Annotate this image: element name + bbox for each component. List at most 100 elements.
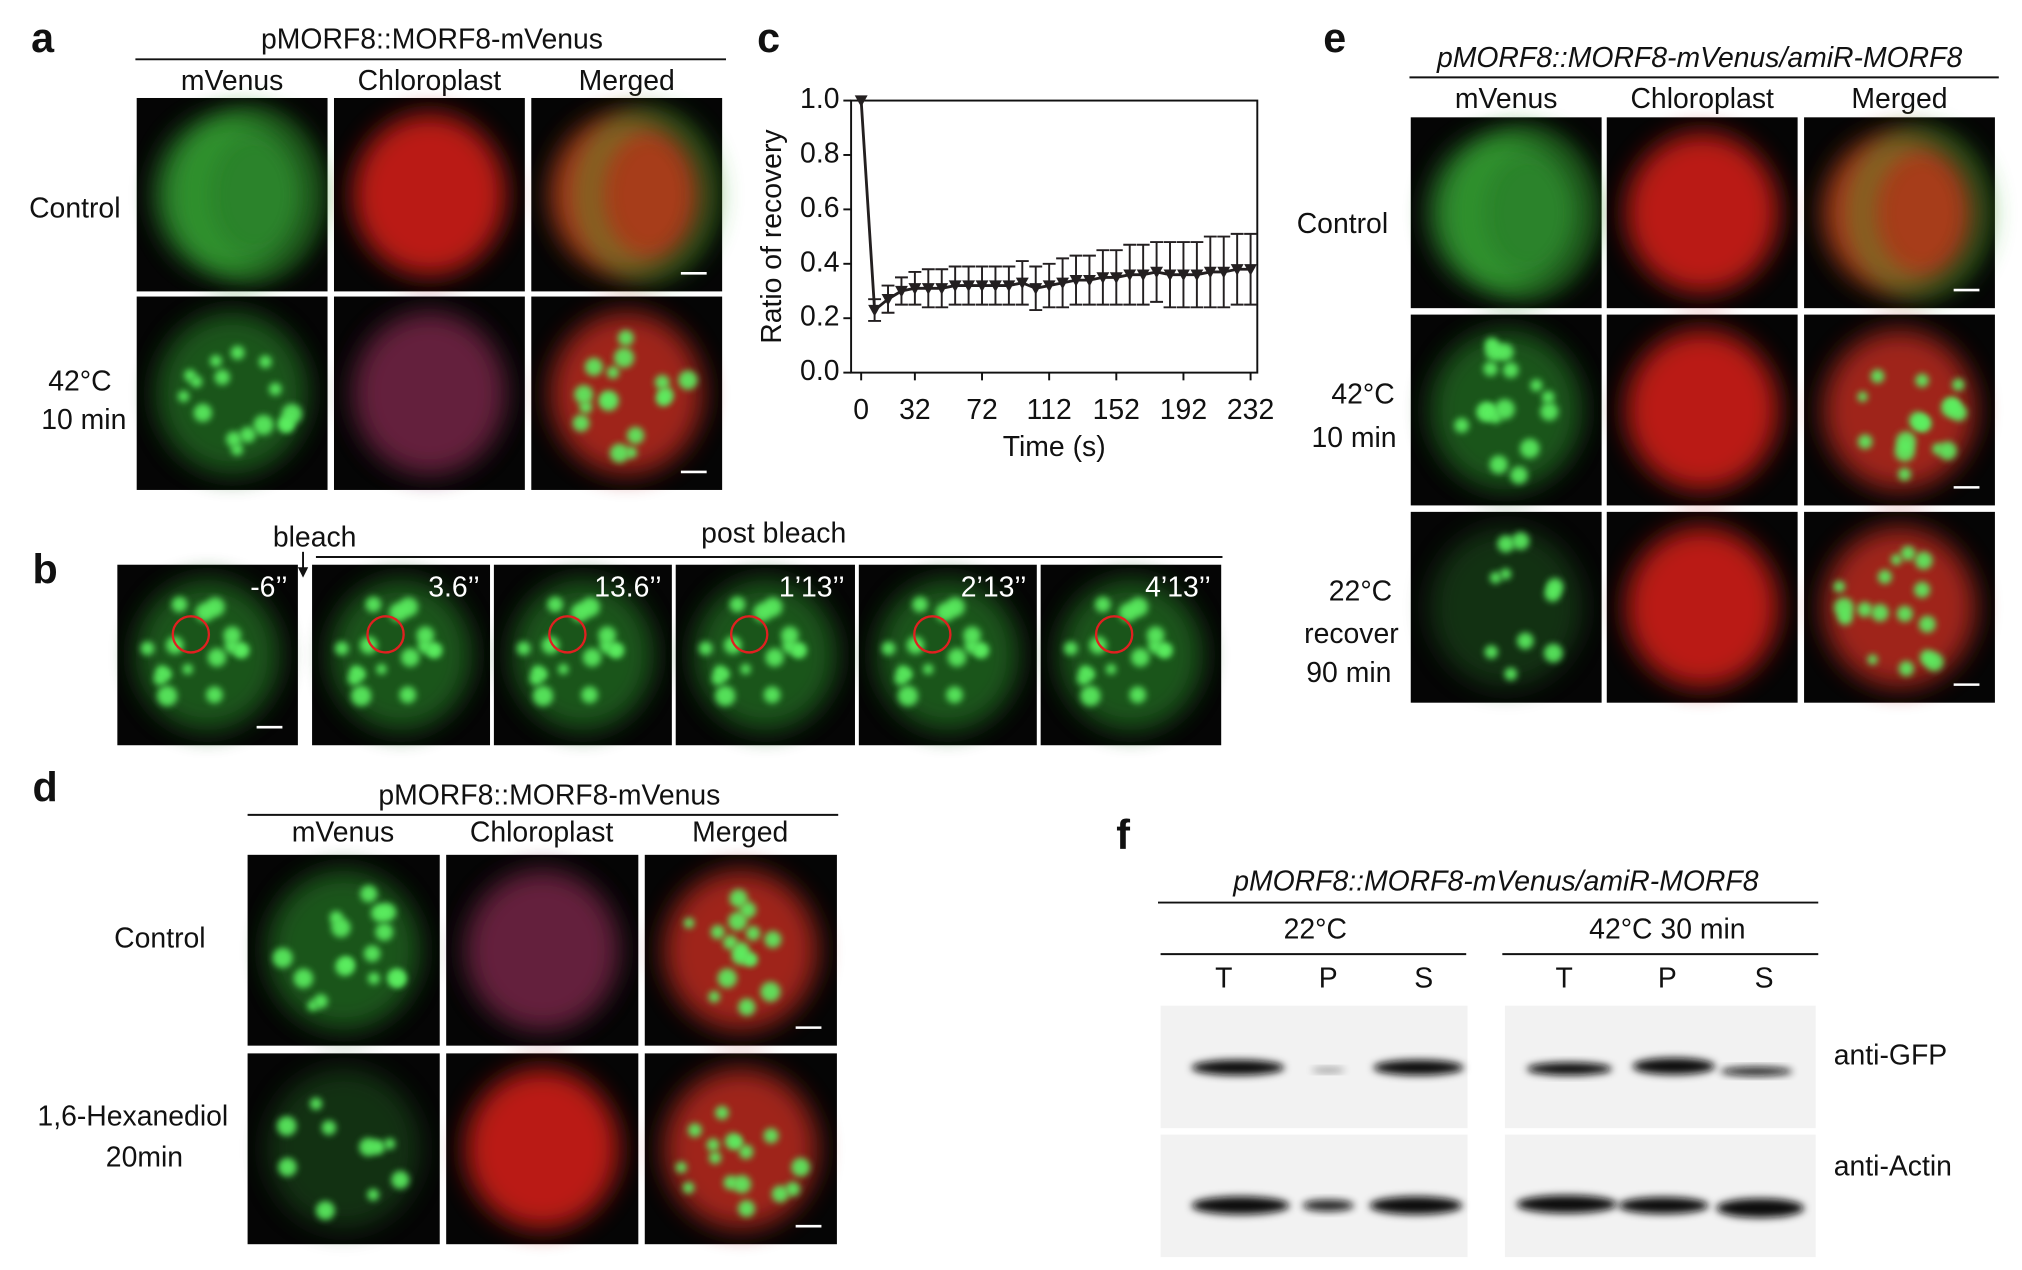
band: [1311, 1067, 1345, 1073]
granule: [1857, 434, 1873, 450]
granule: [363, 945, 381, 962]
band: [1618, 1197, 1709, 1214]
marker: [1136, 269, 1150, 282]
granule: [1890, 554, 1902, 566]
marker: [935, 283, 949, 295]
granule: [390, 971, 406, 987]
granule: [1915, 373, 1929, 388]
granule: [1867, 654, 1878, 665]
x-tick-label: 112: [1027, 394, 1072, 426]
micrograph: [1804, 314, 1995, 506]
micrograph: [446, 1053, 639, 1245]
band: [1716, 1198, 1805, 1218]
micrograph: [531, 296, 723, 490]
antibody-label: anti-Actin: [1834, 1151, 1952, 1183]
granule: [1454, 418, 1470, 433]
panel-title: pMORF8::MORF8-mVenus/amiR-MORF8: [1436, 42, 1962, 74]
granule: [1511, 532, 1530, 550]
granule: [1540, 402, 1559, 421]
bleach-roi: [366, 615, 405, 654]
granule: [717, 968, 738, 988]
granule: [946, 686, 963, 704]
granule: [1497, 535, 1515, 553]
time-label: 3.6’’: [428, 572, 480, 604]
granule: [1484, 645, 1499, 659]
granule: [698, 641, 713, 656]
row-label: Control: [1297, 208, 1388, 240]
granule: [1871, 604, 1889, 622]
cell: [155, 113, 309, 276]
granule: [678, 370, 698, 390]
marker: [948, 280, 962, 293]
micrograph: [1804, 117, 1995, 309]
marker: [1109, 272, 1123, 284]
granule: [1543, 643, 1563, 663]
marker: [1042, 280, 1056, 293]
granule: [708, 1151, 722, 1164]
granule: [570, 603, 590, 622]
granule: [1510, 466, 1528, 485]
x-axis-label: Time (s): [1003, 431, 1106, 463]
marker: [1190, 269, 1204, 282]
bleach-label: bleach: [273, 521, 357, 553]
granule: [195, 603, 215, 622]
cell: [1429, 132, 1583, 293]
granule: [1541, 390, 1555, 404]
column-header: Merged: [1851, 83, 1947, 115]
row-label: 1,6-Hexanediol: [37, 1100, 228, 1132]
panel-letter: e: [1323, 15, 1346, 61]
marker: [1096, 272, 1110, 284]
granule: [268, 382, 282, 396]
granule: [613, 347, 635, 368]
granule: [1063, 641, 1078, 656]
granule: [258, 355, 272, 369]
granule: [675, 1161, 687, 1174]
granule: [329, 910, 343, 925]
granule: [1495, 343, 1514, 362]
granule: [708, 990, 721, 1003]
marker: [1203, 266, 1217, 279]
granule: [687, 1123, 702, 1138]
granule: [723, 636, 742, 655]
panel-letter: f: [1116, 812, 1130, 858]
panel-letter: d: [33, 764, 58, 810]
granule: [230, 345, 245, 360]
granule: [315, 1200, 335, 1220]
micrograph: [493, 564, 672, 746]
panel-letter: c: [757, 15, 780, 61]
granule: [581, 686, 598, 704]
panel-title: pMORF8::MORF8-mVenus/amiR-MORF8: [1232, 866, 1758, 898]
column-header: mVenus: [292, 817, 394, 849]
bleach-roi: [730, 615, 769, 654]
granule: [365, 596, 382, 613]
granule: [206, 686, 223, 704]
rim: [1854, 130, 1990, 296]
band: [1191, 1196, 1290, 1215]
granule: [558, 663, 569, 675]
granule: [1870, 369, 1885, 384]
granule: [1489, 571, 1502, 584]
granule: [617, 329, 634, 347]
y-tick-label: 0.6: [800, 192, 839, 224]
band: [1369, 1196, 1463, 1215]
micrograph: [1606, 511, 1798, 703]
lane-label: P: [1319, 962, 1338, 994]
marker: [1015, 277, 1029, 290]
granule: [906, 636, 925, 655]
granule: [738, 998, 756, 1016]
granule: [1897, 467, 1912, 481]
granule: [1918, 615, 1936, 633]
post-bleach-label: post bleach: [701, 518, 846, 550]
granule: [280, 418, 294, 432]
granule: [278, 1157, 297, 1177]
granule: [193, 403, 212, 423]
band: [1720, 1066, 1793, 1076]
granule: [1516, 632, 1534, 650]
granule: [293, 968, 314, 989]
rim: [582, 111, 718, 279]
micrograph: [675, 564, 855, 746]
granule: [355, 668, 366, 680]
granule: [719, 668, 730, 680]
granule: [334, 641, 349, 656]
marker: [975, 280, 989, 293]
